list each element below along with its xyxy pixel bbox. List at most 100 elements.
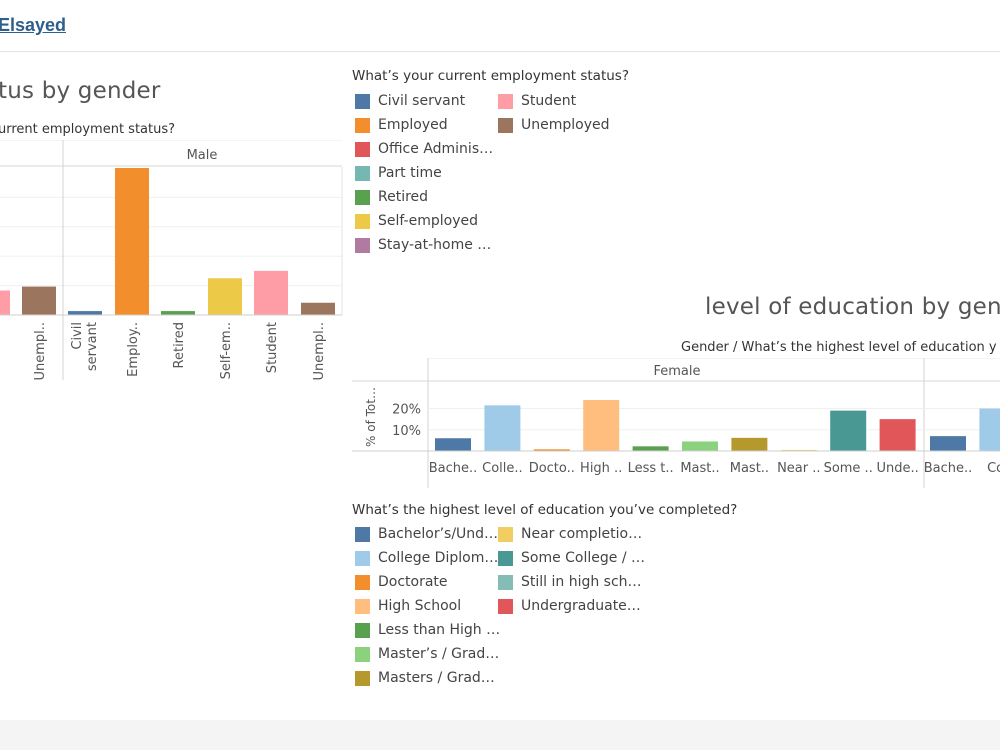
emp-bar-unempl[interactable]	[22, 286, 56, 315]
edu-legend-item-label: Bachelor’s/Und…	[378, 526, 499, 542]
edu-y-tick-label: 20%	[392, 403, 421, 418]
edu-legend-item-bachelor-s-und[interactable]: Bachelor’s/Und…	[355, 524, 498, 544]
edu-female-bar-bache[interactable]	[435, 438, 471, 451]
edu-female-tick-label: Docto..	[529, 461, 575, 476]
edu-female-tick-label: Mast..	[680, 461, 719, 476]
edu-legend-item-swatch	[498, 526, 513, 542]
edu-legend-item-high-school[interactable]: High School	[355, 596, 461, 616]
emp-legend-item-self-employed[interactable]: Self-employed	[355, 211, 478, 231]
emp-legend-item-swatch	[355, 117, 370, 133]
edu-female-bar-docto[interactable]	[533, 449, 570, 451]
edu-female-bar-less-t[interactable]	[632, 446, 669, 451]
emp-legend-item-employed[interactable]: Employed	[355, 115, 448, 135]
edu-legend-item-label: Master’s / Grad…	[378, 646, 500, 662]
edu-legend-item-near-completio[interactable]: Near completio…	[498, 524, 642, 544]
edu-legend-item-swatch	[498, 598, 513, 614]
emp-legend-item-swatch	[355, 141, 370, 157]
emp-tick-label: Civil	[70, 322, 85, 350]
emp-legend-item-civil-servant[interactable]: Civil servant	[355, 91, 465, 111]
edu-female-tick-label: Unde..	[876, 461, 918, 476]
edu-next-bar-col[interactable]	[979, 408, 1000, 452]
emp-legend-item-label: Self-employed	[378, 213, 478, 229]
edu-female-tick-label: Mast..	[730, 461, 769, 476]
edu-legend-item-label: Less than High …	[378, 622, 501, 638]
emp-legend-item-label: Office Adminis…	[378, 141, 494, 157]
emp-tick-label: Student	[265, 322, 280, 373]
emp-legend-item-office-adminis[interactable]: Office Adminis…	[355, 139, 493, 159]
employment-chart: Male Unempl.. Civil servant Employ.. Retired S…	[0, 140, 343, 381]
edu-legend-item-still-in-high-sch[interactable]: Still in high sch…	[498, 572, 642, 592]
emp-legend-item-label: Unemployed	[521, 117, 610, 133]
edu-legend-item-label: Doctorate	[378, 574, 448, 590]
emp-legend-item-swatch	[355, 93, 370, 109]
emp-legend-item-swatch	[355, 213, 370, 229]
emp-legend-item-unemployed[interactable]: Unemployed	[498, 115, 610, 135]
edu-legend-item-label: Undergraduate…	[521, 598, 641, 614]
edu-legend-item-swatch	[355, 622, 370, 638]
edu-legend-item-label: Masters / Grad…	[378, 670, 495, 686]
edu-female-tick-label: Colle..	[482, 461, 523, 476]
emp-tick-label: Employ..	[126, 322, 141, 377]
edu-next-tick-label: Col	[987, 461, 1000, 476]
emp-legend-item-swatch	[355, 189, 370, 205]
emp-legend-item-label: Stay-at-home …	[378, 237, 492, 253]
edu-female-bar-high[interactable]	[583, 400, 620, 451]
emp-bar-self-em[interactable]	[208, 278, 242, 315]
emp-legend-item-swatch	[355, 237, 370, 253]
emp-legend-item-label: Civil servant	[378, 93, 466, 109]
edu-facet-label: Female	[653, 364, 700, 379]
emp-bar-retired[interactable]	[161, 311, 195, 315]
edu-y-axis-label: % of Tot…	[364, 387, 378, 447]
edu-female-bar-near[interactable]	[780, 449, 817, 451]
employment-column-header: urrent employment status?	[0, 122, 176, 137]
emp-legend-item-retired[interactable]: Retired	[355, 187, 428, 207]
emp-legend-item-label: Part time	[378, 165, 442, 181]
edu-legend-item-some-college[interactable]: Some College / …	[498, 548, 645, 568]
edu-legend-item-swatch	[355, 550, 370, 566]
emp-legend-item-swatch	[498, 93, 513, 109]
author-link[interactable]: Elsayed	[0, 15, 67, 35]
edu-legend-item-swatch	[355, 526, 370, 542]
edu-legend-item-label: Still in high sch…	[521, 574, 642, 590]
edu-legend-item-undergraduate[interactable]: Undergraduate…	[498, 596, 641, 616]
edu-next-tick-label: Bache..	[924, 461, 973, 476]
edu-legend-item-swatch	[355, 670, 370, 686]
emp-tick-label: Retired	[172, 322, 187, 368]
edu-female-bar-unde[interactable]	[879, 419, 916, 451]
edu-legend-item-swatch	[355, 598, 370, 614]
education-legend-title: What’s the highest level of education yo…	[352, 502, 738, 518]
edu-legend-item-swatch	[355, 574, 370, 590]
edu-female-bar-mast[interactable]	[731, 437, 768, 451]
emp-tick-label: Self-em..	[219, 322, 234, 379]
employment-sheet-title: tus by gender	[0, 78, 161, 104]
edu-female-tick-label: High ..	[580, 461, 622, 476]
edu-female-tick-label: Bache..	[429, 461, 478, 476]
emp-legend-item-stay-at-home[interactable]: Stay-at-home …	[355, 235, 491, 255]
edu-legend-item-college-diplom[interactable]: College Diplom…	[355, 548, 498, 568]
edu-legend-item-doctorate[interactable]: Doctorate	[355, 572, 448, 592]
emp-legend-item-student[interactable]: Student	[498, 91, 576, 111]
emp-legend-item-part-time[interactable]: Part time	[355, 163, 442, 183]
emp-bar-partial[interactable]	[0, 290, 10, 316]
emp-bar-student[interactable]	[254, 270, 288, 315]
emp-facet-label: Male	[187, 148, 218, 163]
edu-female-bar-some[interactable]	[830, 410, 867, 451]
edu-female-bar-mast[interactable]	[682, 441, 718, 451]
edu-next-bar-bache[interactable]	[930, 436, 966, 451]
emp-bar-employ[interactable]	[115, 168, 149, 315]
emp-legend-item-label: Retired	[378, 189, 429, 205]
edu-legend-item-swatch	[498, 550, 513, 566]
emp-legend-item-label: Employed	[378, 117, 448, 133]
education-chart: Female % of Tot… 10% 20% Bache.. Colle.. Docto…	[352, 358, 1000, 488]
emp-bar-civil-servant[interactable]	[68, 311, 102, 315]
edu-female-tick-label: Less t..	[628, 461, 674, 476]
emp-bar-unempl[interactable]	[301, 302, 335, 315]
edu-legend-item-less-than-high[interactable]: Less than High …	[355, 620, 500, 640]
header-divider	[0, 51, 1000, 52]
edu-legend-item-masters-grad[interactable]: Masters / Grad…	[355, 668, 495, 688]
edu-female-tick-label: Some ..	[824, 461, 873, 476]
edu-legend-item-swatch	[355, 646, 370, 662]
edu-legend-item-master-s-grad[interactable]: Master’s / Grad…	[355, 644, 499, 664]
edu-female-bar-colle[interactable]	[484, 405, 521, 451]
emp-tick-label: servant	[85, 322, 100, 371]
